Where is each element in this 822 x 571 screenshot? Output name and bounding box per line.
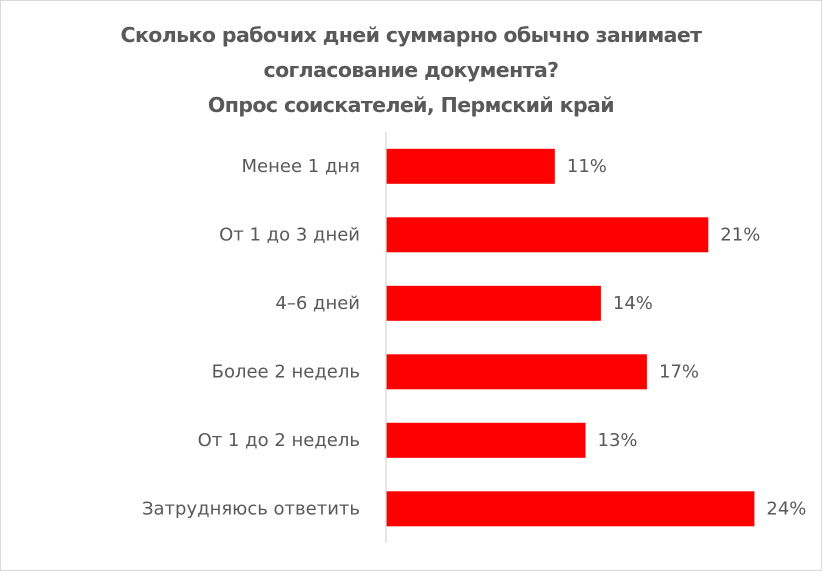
chart-title-line-3: Опрос соискателей, Пермский край (207, 93, 615, 117)
data-label-1: 21% (720, 224, 760, 245)
bar-1 (386, 217, 709, 253)
data-label-3: 17% (659, 361, 699, 382)
category-label-1: От 1 до 3 дней (219, 224, 360, 245)
data-label-5: 24% (766, 498, 806, 519)
category-label-0: Менее 1 дня (242, 156, 360, 177)
bar-3 (386, 354, 647, 390)
category-label-3: Более 2 недель (212, 361, 360, 382)
category-label-5: Затрудняюсь ответить (142, 498, 360, 519)
data-label-2: 14% (613, 293, 653, 314)
bar-0 (386, 148, 555, 184)
category-label-4: От 1 до 2 недель (198, 430, 360, 451)
chart-title: Сколько рабочих дней суммарно обычно зан… (0, 18, 822, 123)
bar-2 (386, 285, 601, 321)
chart-title-line-1: Сколько рабочих дней суммарно обычно зан… (120, 23, 703, 47)
data-label-4: 13% (598, 430, 638, 451)
chart-title-line-2: согласование документа? (263, 58, 560, 82)
category-label-2: 4–6 дней (275, 293, 360, 314)
bar-5 (386, 491, 755, 527)
data-label-0: 11% (567, 156, 607, 177)
bar-4 (386, 422, 586, 458)
